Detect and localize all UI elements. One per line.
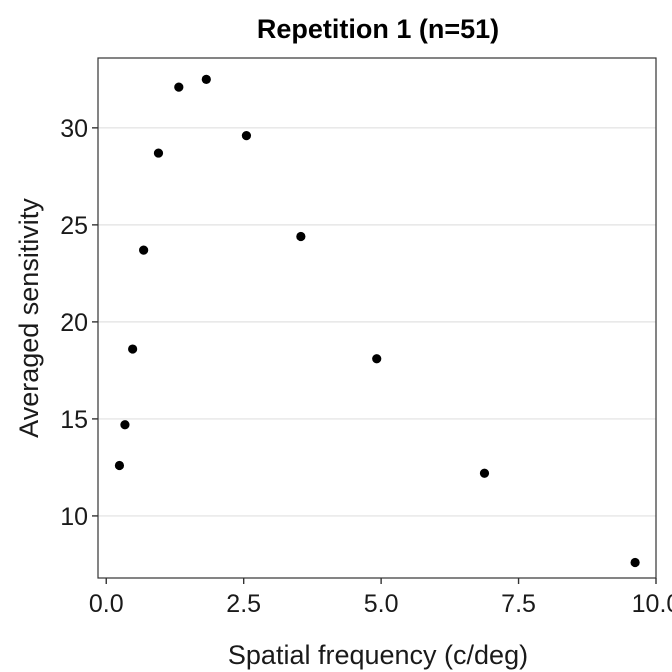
gridlines <box>98 127 656 517</box>
plot-frame <box>97 57 657 579</box>
y-tick-label: 30 <box>60 115 88 143</box>
y-tick-label: 20 <box>60 309 88 337</box>
x-tick-label: 10.0 <box>632 590 672 618</box>
data-points <box>114 74 640 568</box>
x-axis: 0.0 2.5 5.0 7.5 10.0 <box>89 578 672 618</box>
data-point <box>479 468 490 478</box>
data-point <box>201 74 211 84</box>
data-point <box>372 354 382 364</box>
x-tick-label: 7.5 <box>501 590 536 618</box>
x-tick-label: 0.0 <box>89 590 124 618</box>
x-tick-label: 5.0 <box>364 590 399 618</box>
y-tick-label: 25 <box>60 212 88 240</box>
y-tick-label: 10 <box>60 503 88 531</box>
data-point <box>128 344 138 354</box>
data-point <box>296 231 306 242</box>
data-point <box>241 131 252 141</box>
chart-title: Repetition 1 (n=51) <box>257 14 499 44</box>
x-tick-label: 2.5 <box>226 590 261 618</box>
data-point <box>174 82 184 92</box>
x-axis-label: Spatial frequency (c/deg) <box>228 640 528 670</box>
data-point <box>153 148 164 158</box>
y-axis-label: Averaged sensitivity <box>14 198 44 438</box>
data-point <box>114 460 125 471</box>
data-point <box>139 245 149 255</box>
data-point <box>630 557 640 568</box>
y-axis: 10 15 20 25 30 <box>60 115 98 531</box>
y-tick-label: 15 <box>60 406 88 434</box>
data-point <box>120 420 130 430</box>
